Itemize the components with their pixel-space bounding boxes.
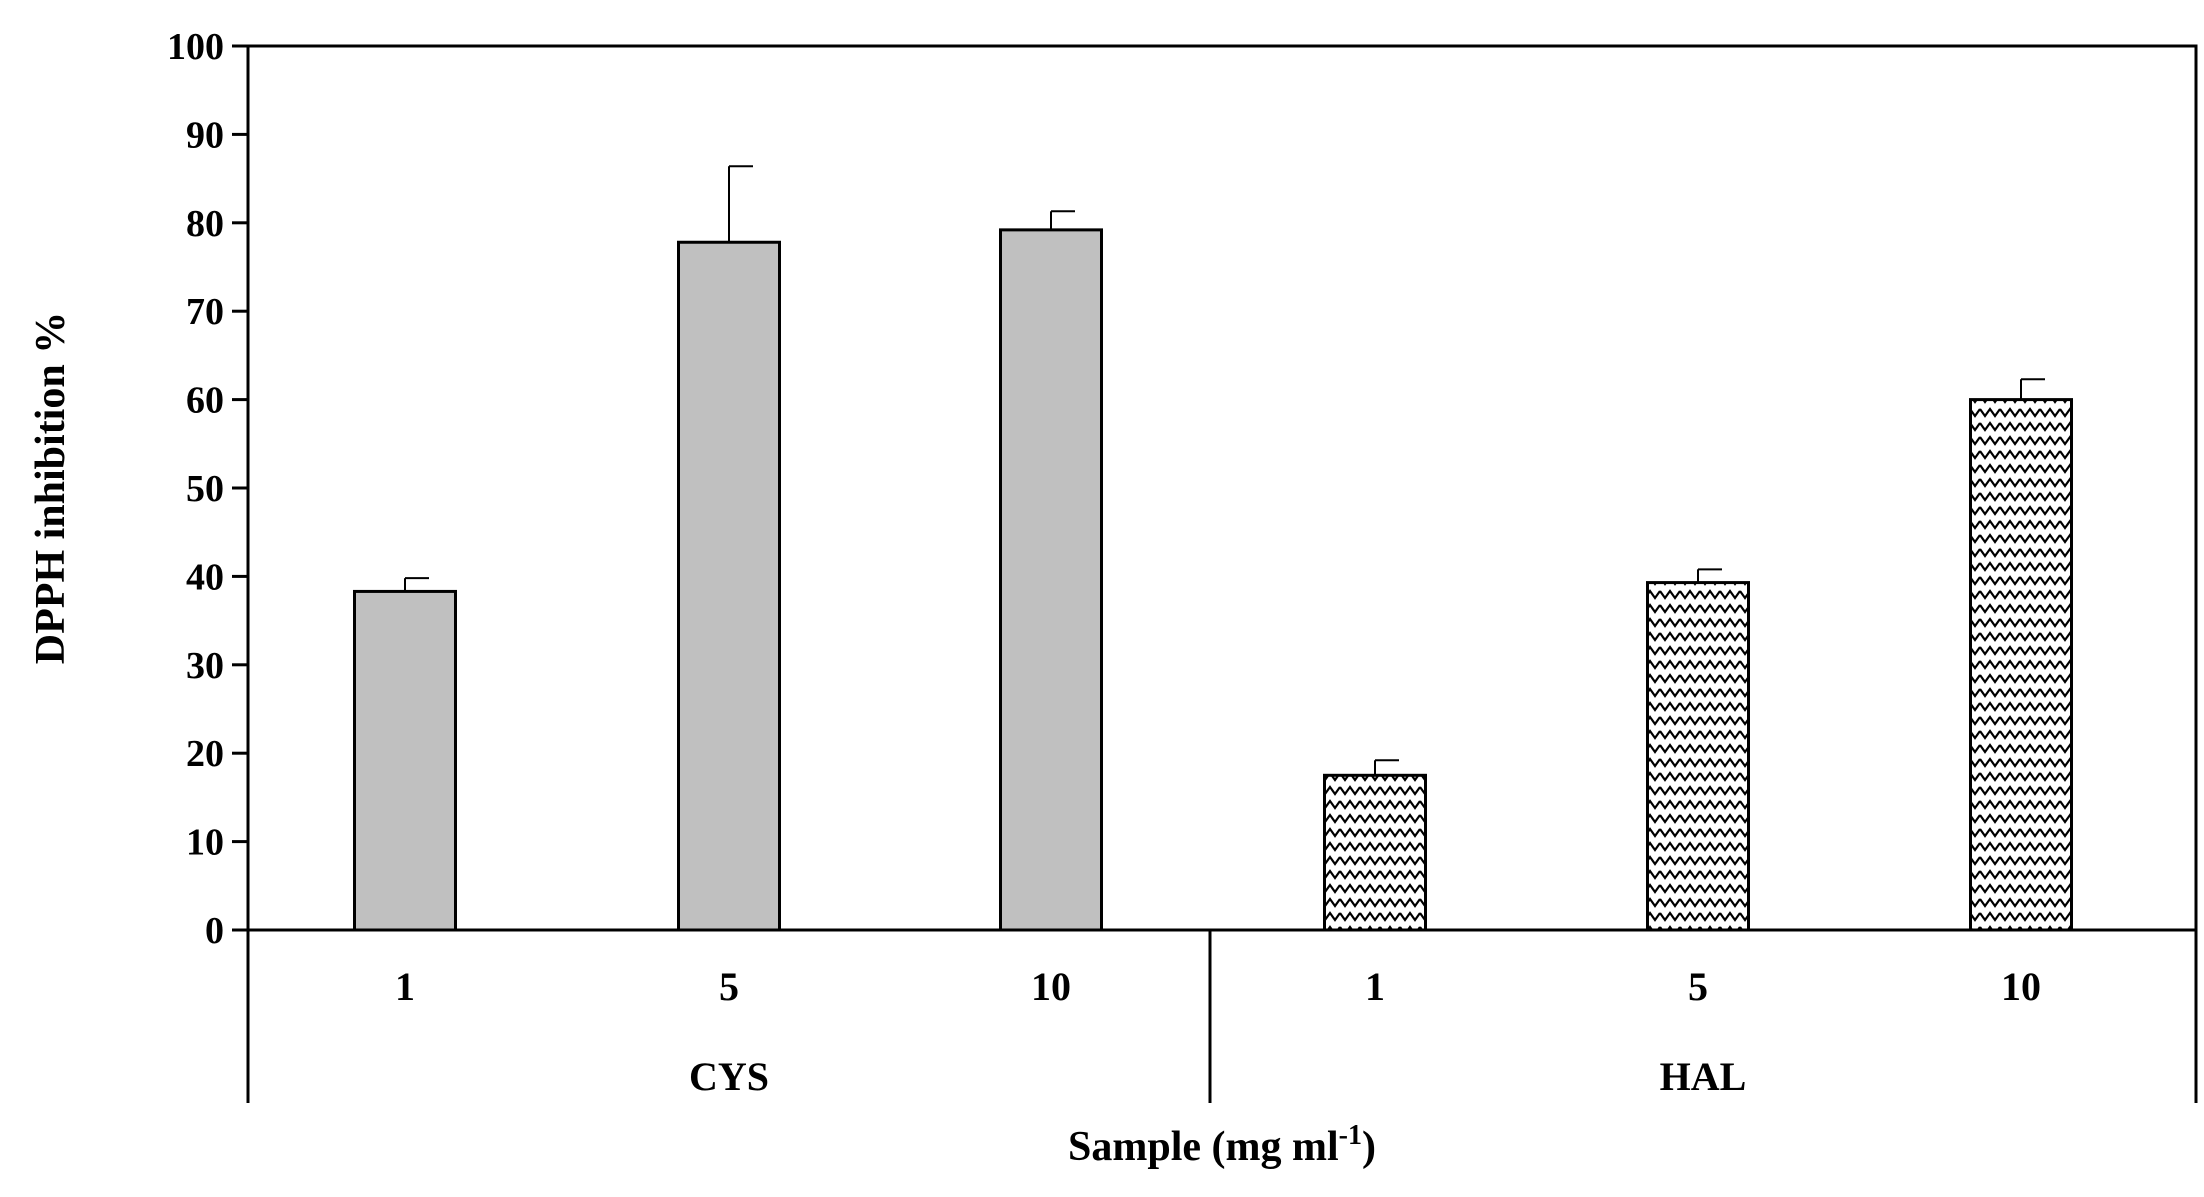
y-tick-label: 60 [186,380,224,422]
category-label: 5 [719,964,739,1009]
plot-frame [246,44,2198,932]
category-label: 1 [395,964,415,1009]
y-tick-label: 90 [186,114,224,156]
y-tick-label: 20 [186,733,224,775]
category-label: 1 [1365,964,1385,1009]
bar-cys-5 [677,240,781,932]
group-label-hal: HAL [1660,1054,1747,1099]
labels: 0 10 20 30 40 50 60 70 80 90 100 1 5 10 CYS 1 5 10 HAL DPPH… [28,26,2041,1170]
bar-hal-1 [1323,773,1427,932]
bars [353,165,2073,932]
bar-cys-10 [999,228,1103,932]
category-label: 5 [1688,964,1708,1009]
y-tick-label: 40 [186,556,224,598]
y-tick-label: 30 [186,645,224,687]
y-axis-title: DPPH inhibition % [28,312,74,664]
bar-hal-10 [1969,398,2073,932]
group-label-cys: CYS [689,1054,769,1099]
x-axis-title: Sample (mg ml-1) [1068,1120,1376,1170]
bar-hal-5 [1646,581,1750,932]
axes [232,44,2198,1103]
y-tick-label: 10 [186,822,224,864]
category-label: 10 [1031,964,1071,1009]
y-tick-label: 50 [186,468,224,510]
category-label: 10 [2001,964,2041,1009]
y-tick-label: 80 [186,203,224,245]
y-tick-label: 70 [186,291,224,333]
y-tick-label: 0 [205,910,224,952]
y-tick-label: 100 [167,26,224,68]
bar-cys-1 [353,589,457,932]
